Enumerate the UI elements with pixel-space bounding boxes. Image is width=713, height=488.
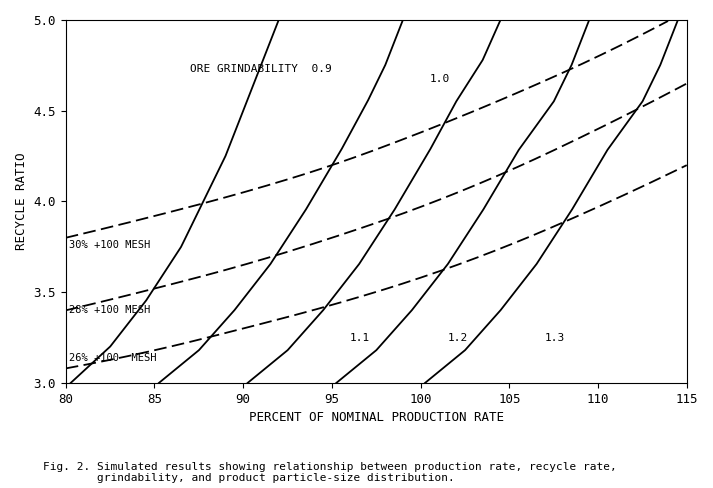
Text: 28% +100 MESH: 28% +100 MESH xyxy=(69,305,150,315)
Y-axis label: RECYCLE RATIO: RECYCLE RATIO xyxy=(15,153,28,250)
Text: Fig. 2. Simulated results showing relationship between production rate, recycle : Fig. 2. Simulated results showing relati… xyxy=(43,462,617,483)
Text: 1.2: 1.2 xyxy=(447,333,468,343)
Text: 26% +100  MESH: 26% +100 MESH xyxy=(69,352,157,363)
Text: 1.1: 1.1 xyxy=(349,333,370,343)
X-axis label: PERCENT OF NOMINAL PRODUCTION RATE: PERCENT OF NOMINAL PRODUCTION RATE xyxy=(249,411,504,424)
Text: 1.0: 1.0 xyxy=(429,74,450,83)
Text: 30% +100 MESH: 30% +100 MESH xyxy=(69,240,150,250)
Text: 1.3: 1.3 xyxy=(545,333,565,343)
Text: ORE GRINDABILITY  0.9: ORE GRINDABILITY 0.9 xyxy=(190,64,332,74)
